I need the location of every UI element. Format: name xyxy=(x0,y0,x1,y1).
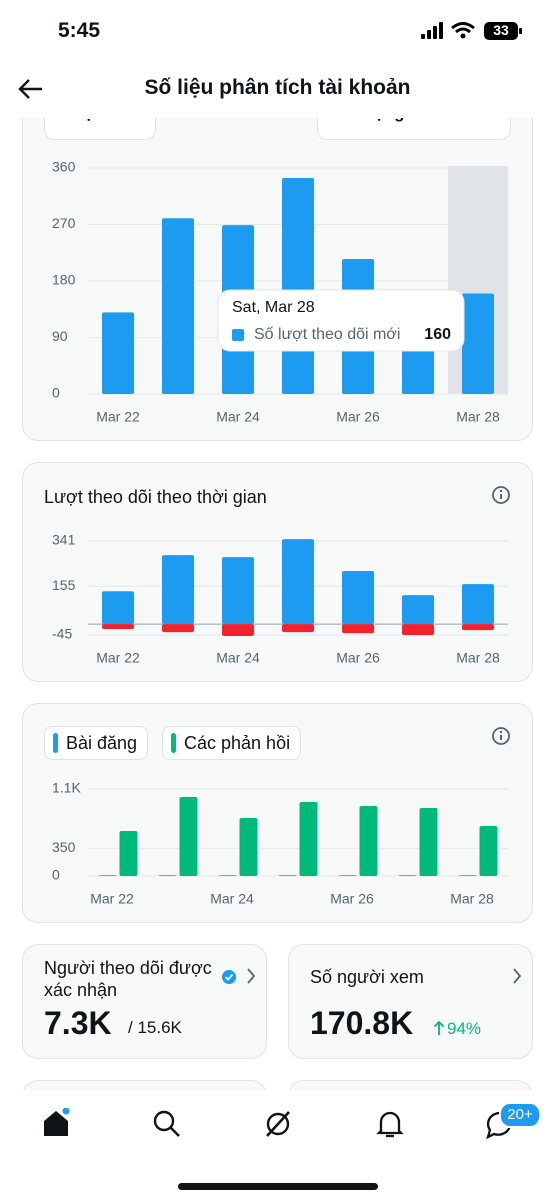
chart-card xyxy=(22,88,533,441)
legend-label: Bài đăng xyxy=(66,732,138,753)
stat-card[interactable]: Số người xem 170.8K 94% xyxy=(288,944,533,1059)
stat-title: Số người xem xyxy=(310,967,424,987)
home-indicator xyxy=(178,1183,378,1190)
clock: 5:45 xyxy=(58,19,101,42)
stat-value: 170.8K xyxy=(310,1005,414,1041)
stat-value: 7.3K xyxy=(44,1005,112,1041)
search-tab[interactable] xyxy=(152,1109,182,1139)
grok-tab[interactable] xyxy=(263,1109,293,1139)
back-button[interactable] xyxy=(18,78,44,100)
message-badge: 20+ xyxy=(499,1102,541,1128)
chevron xyxy=(247,968,256,984)
up-arrow xyxy=(433,1020,445,1035)
legend-item[interactable]: Các phản hồi xyxy=(162,726,302,760)
battery-level: 33 xyxy=(493,22,509,38)
stat-change: 94% xyxy=(447,1019,482,1038)
legend-label: Các phản hồi xyxy=(184,732,291,753)
legend-swatch xyxy=(53,733,58,753)
info-icon[interactable] xyxy=(491,485,511,505)
home-tab[interactable] xyxy=(40,1108,72,1140)
chevron xyxy=(513,968,522,984)
bottom-nav: 20+ xyxy=(0,1090,555,1200)
stat-card[interactable]: Người theo dõi được xác nhận 7.3K / 15.6… xyxy=(22,944,267,1059)
legend-swatch xyxy=(171,733,176,753)
chart-card: Bài đăng Các phản hồi xyxy=(22,703,533,923)
stat-title: Người theo dõi được xác nhận xyxy=(44,958,212,1000)
chart-title: Lượt theo dõi theo thời gian xyxy=(44,487,267,507)
chart-card: Lượt theo dõi theo thời gian xyxy=(22,462,533,682)
page-title: Số liệu phân tích tài khoản xyxy=(144,76,411,99)
stat-total: / 15.6K xyxy=(128,1018,182,1037)
legend-item[interactable]: Bài đăng xyxy=(44,726,149,760)
notifications-tab[interactable] xyxy=(375,1108,405,1140)
verified-badge xyxy=(222,970,236,984)
top-bar: 5:45 33 Số liệu phân tích tài khoản xyxy=(0,0,555,118)
info-icon[interactable] xyxy=(491,726,511,746)
status-icons xyxy=(421,22,522,40)
